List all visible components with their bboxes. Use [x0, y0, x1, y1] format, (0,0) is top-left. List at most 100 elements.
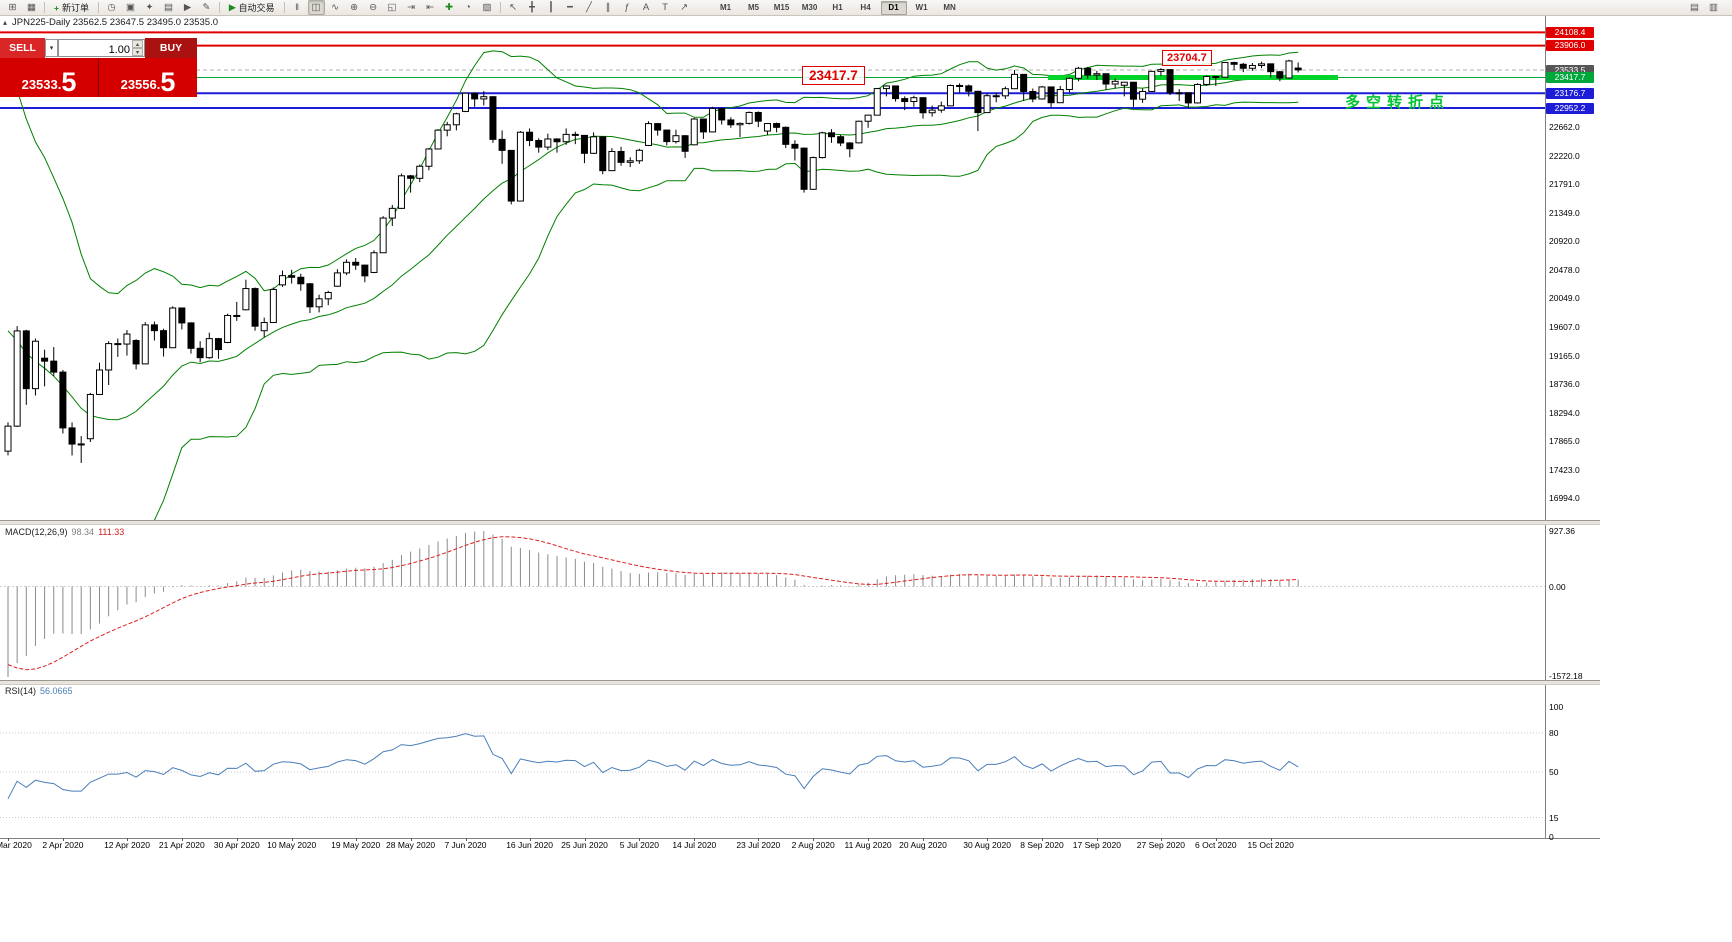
sell-price-display[interactable]: 23533. 5 — [0, 58, 98, 97]
date-axis-tick — [923, 838, 924, 841]
channel-icon[interactable]: ∥ — [605, 2, 611, 13]
rsi-value: 56.0665 — [40, 686, 73, 696]
strategy-tester-icon[interactable]: ▶ — [183, 2, 192, 13]
date-axis-tick — [1270, 838, 1272, 841]
timeframe-button-W1[interactable]: W1 — [915, 2, 928, 12]
chart-shift-icon[interactable]: ⇤ — [426, 2, 435, 13]
autotrading-button[interactable]: ▶ 自动交易 — [223, 1, 281, 15]
date-label: 12 Apr 2020 — [104, 840, 150, 850]
rsi-axis-100: 100 — [1549, 702, 1564, 712]
date-label: 16 Jun 2020 — [506, 840, 553, 850]
date-label: 7 Jun 2020 — [444, 840, 487, 850]
horizontal-line-icon[interactable]: ━ — [567, 2, 573, 13]
bar-chart-icon[interactable]: ‖ — [295, 2, 300, 13]
macd-main-value: 98.34 — [71, 527, 95, 537]
sell-button[interactable]: SELL — [0, 38, 45, 58]
terminal-icon[interactable]: ▤ — [163, 2, 173, 13]
price-scale-label: 20049.0 — [1549, 293, 1580, 303]
date-axis-tick — [529, 838, 531, 841]
timeframe-button-H1[interactable]: H1 — [832, 2, 843, 12]
periods-icon[interactable]: ◔ — [465, 2, 471, 13]
timeframe-button-MN[interactable]: MN — [943, 2, 956, 12]
auto-scroll-icon[interactable]: ⇥ — [407, 2, 416, 13]
price-scale-label: 22662.0 — [1549, 122, 1580, 132]
pivot-point-text[interactable]: 多空转折点 — [1345, 94, 1451, 111]
new-order-label: 新订单 — [61, 3, 89, 13]
price-tag-23176.7: 23176.7 — [1546, 87, 1594, 99]
fibonacci-icon[interactable]: ƒ — [624, 2, 630, 13]
date-label: 24 Mar 2020 — [0, 840, 32, 850]
templates-icon[interactable]: ▨ — [482, 2, 492, 13]
label-icon[interactable]: T — [662, 2, 668, 13]
text-icon[interactable]: A — [642, 2, 650, 13]
timeframe-button-D1[interactable]: D1 — [880, 0, 907, 15]
window-restore-icon[interactable]: ▤ — [1690, 2, 1699, 13]
date-label: 8 Sep 2020 — [1020, 840, 1064, 850]
price-annotation-23704[interactable]: 23704.7 — [1162, 50, 1212, 66]
timeframe-button-M5[interactable]: M5 — [747, 2, 760, 12]
trendline-icon[interactable]: ╱ — [586, 2, 592, 13]
macd-indicator-label: MACD(12,26,9) 98.34 111.33 — [5, 527, 124, 537]
line-chart-icon[interactable]: ∿ — [331, 2, 340, 13]
chart-title-row: ▴ JPN225-Daily 23562.5 23647.5 23495.0 2… — [3, 17, 218, 28]
one-click-collapse-icon[interactable]: ▴ — [3, 17, 8, 27]
zoom-in-icon[interactable]: ⊕ — [350, 2, 359, 13]
price-tag-24108.4: 24108.4 — [1546, 26, 1594, 38]
rsi-indicator-label: RSI(14) 56.0665 — [5, 686, 73, 696]
price-annotation-23417[interactable]: 23417.7 — [802, 66, 865, 85]
date-label: 28 May 2020 — [386, 840, 436, 850]
autotrading-label: 自动交易 — [238, 3, 275, 13]
buy-price-display[interactable]: 23556. 5 — [99, 58, 197, 97]
new-order-button[interactable]: + 新订单 — [48, 1, 95, 15]
timeframe-button-M1[interactable]: M1 — [719, 2, 732, 12]
macd-axis-min: -1572.18 — [1549, 671, 1583, 681]
date-axis-tick — [1215, 838, 1217, 841]
volume-decrease-icon[interactable]: ▾ — [132, 48, 143, 56]
timeframe-button-M15[interactable]: M15 — [773, 2, 790, 12]
vertical-line-icon[interactable]: ┃ — [548, 2, 554, 13]
indicators-icon[interactable]: ✚ — [445, 2, 454, 13]
price-scale-label: 16994.0 — [1549, 493, 1580, 503]
navigator-icon[interactable]: ✦ — [145, 2, 154, 13]
date-label: 25 Jun 2020 — [561, 840, 608, 850]
data-window-icon[interactable]: ▣ — [125, 2, 135, 13]
volume-increase-icon[interactable]: ▴ — [132, 40, 143, 48]
market-watch-icon[interactable]: ◷ — [107, 2, 116, 13]
volume-dropdown-icon[interactable]: ▾ — [45, 39, 58, 57]
profiles-icon[interactable]: ▦ — [27, 2, 36, 13]
window-menu-icon[interactable]: ▥ — [1709, 2, 1718, 13]
price-tag-23906.0: 23906.0 — [1546, 40, 1594, 52]
metaeditor-icon[interactable]: ✎ — [202, 2, 211, 13]
volume-spinner: ▴ ▾ — [132, 40, 143, 56]
buy-button[interactable]: BUY — [145, 38, 197, 58]
candlestick-chart-icon[interactable]: ◫ — [307, 0, 325, 15]
toolbar-separator — [218, 2, 220, 13]
date-axis-tick — [465, 838, 467, 841]
date-axis-tick — [8, 838, 9, 841]
price-scale-label: 19165.0 — [1549, 350, 1580, 361]
crosshair-icon[interactable]: ╋ — [529, 2, 535, 13]
date-label: 10 May 2020 — [267, 840, 317, 850]
pane-separator-rsi[interactable] — [0, 680, 1600, 685]
timeframe-button-M30[interactable]: M30 — [801, 2, 818, 12]
volume-input[interactable] — [59, 42, 144, 58]
date-label: 15 Oct 2020 — [1247, 840, 1294, 850]
tile-windows-icon[interactable]: ◱ — [387, 2, 397, 13]
macd-signal-value: 111.33 — [98, 527, 125, 537]
price-scale-label: 18736.0 — [1549, 379, 1580, 389]
price-scale-label: 19607.0 — [1549, 322, 1580, 332]
date-label: 27 Sep 2020 — [1136, 840, 1185, 850]
rsi-axis-80: 80 — [1549, 728, 1559, 738]
timeframe-button-H4[interactable]: H4 — [860, 2, 871, 12]
cursor-icon[interactable]: ↖ — [509, 2, 518, 13]
price-scale-label: 20920.0 — [1549, 236, 1580, 246]
date-axis-tick — [758, 838, 760, 841]
date-axis-tick — [868, 838, 870, 841]
pane-separator-macd[interactable] — [0, 520, 1600, 525]
date-label: 23 Jul 2020 — [736, 840, 781, 850]
new-chart-icon[interactable]: ⊞ — [8, 2, 17, 13]
arrows-icon[interactable]: ↗ — [680, 2, 689, 13]
zoom-out-icon[interactable]: ⊖ — [369, 2, 378, 13]
date-label: 14 Jul 2020 — [672, 840, 717, 850]
